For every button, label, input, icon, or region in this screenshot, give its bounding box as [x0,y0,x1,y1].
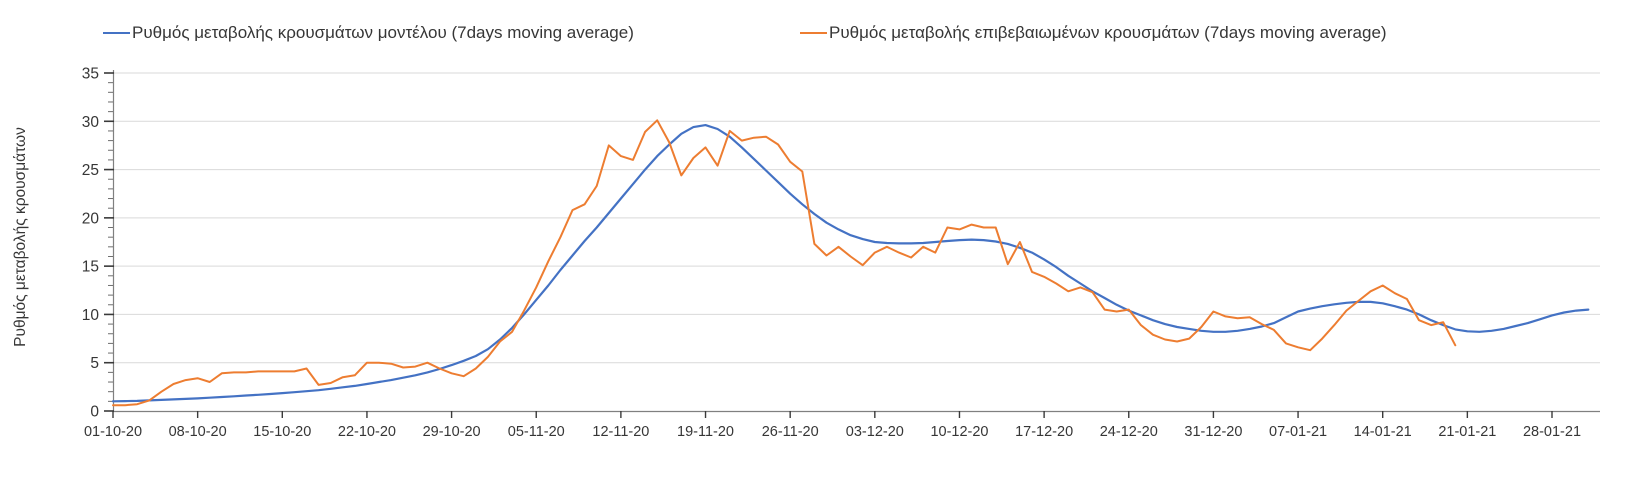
x-tick-label: 29-10-20 [423,424,481,440]
y-tick-label: 20 [82,210,100,227]
legend-item-model[interactable]: Ρυθμός μεταβολής κρουσμάτων μοντέλου (7d… [103,23,634,43]
x-tick-label: 26-11-20 [762,424,819,440]
confirmed-line [112,119,1457,407]
x-tick-label: 12-11-20 [592,424,649,440]
x-tick-label: 10-12-20 [930,424,988,440]
y-tick-label: 15 [82,259,99,276]
y-tick-label: 30 [82,114,100,131]
y-tick-labels: 0 5 10 15 20 25 30 35 [82,66,100,421]
x-tick-label: 28-01-21 [1523,424,1581,440]
legend-label-confirmed: Ρυθμός μεταβολής επιβεβαιωμένων κρουσμάτ… [829,23,1387,42]
y-tick-label: 5 [90,355,99,372]
y-tick-label: 10 [82,307,100,324]
x-tick-label: 05-11-20 [508,424,565,440]
series-confirmed-line [112,119,1457,407]
x-tick-label: 07-01-21 [1269,424,1327,440]
legend-label-model: Ρυθμός μεταβολής κρουσμάτων μοντέλου (7d… [132,23,634,42]
y-tick-label: 35 [82,66,99,83]
x-tick-label: 03-12-20 [846,424,904,440]
y-gridlines [113,72,1600,364]
model-line [111,123,1590,403]
x-tick-labels: 01-10-20 08-10-20 15-10-20 22-10-20 29-10-20… [84,424,1581,440]
x-tick-label: 15-10-20 [253,424,311,440]
legend-item-confirmed[interactable]: Ρυθμός μεταβολής επιβεβαιωμένων κρουσμάτ… [800,23,1387,43]
y-axis-title: Ρυθμός μεταβολής κρουσμάτων [12,127,29,347]
y-tick-label: 25 [82,162,99,179]
y-axis-ticks [104,72,114,412]
series-model-line [111,123,1590,403]
axes [112,70,1600,413]
legend-line-swatch-model-icon [103,32,130,34]
y-tick-label: 0 [90,404,99,421]
x-tick-label: 21-01-21 [1438,424,1496,440]
x-tick-label: 01-10-20 [84,424,142,440]
x-tick-label: 14-01-21 [1354,424,1412,440]
x-axis-ticks [112,411,1553,418]
x-tick-label: 24-12-20 [1100,424,1158,440]
x-tick-label: 31-12-20 [1184,424,1242,440]
x-tick-label: 08-10-20 [169,424,227,440]
legend-line-swatch-confirmed-icon [800,32,827,34]
x-tick-label: 22-10-20 [338,424,396,440]
x-tick-label: 17-12-20 [1015,424,1073,440]
x-tick-label: 19-11-20 [677,424,734,440]
